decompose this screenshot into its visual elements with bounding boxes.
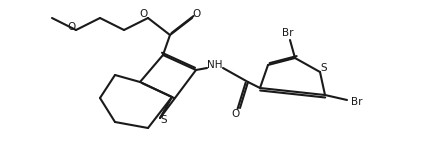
Text: O: O bbox=[68, 22, 76, 32]
Text: Br: Br bbox=[351, 97, 362, 107]
Text: O: O bbox=[231, 109, 239, 119]
Text: O: O bbox=[193, 9, 201, 19]
Text: Br: Br bbox=[282, 28, 293, 38]
Text: NH: NH bbox=[207, 60, 222, 70]
Text: S: S bbox=[320, 63, 327, 73]
Text: S: S bbox=[160, 115, 167, 125]
Text: O: O bbox=[140, 9, 148, 19]
